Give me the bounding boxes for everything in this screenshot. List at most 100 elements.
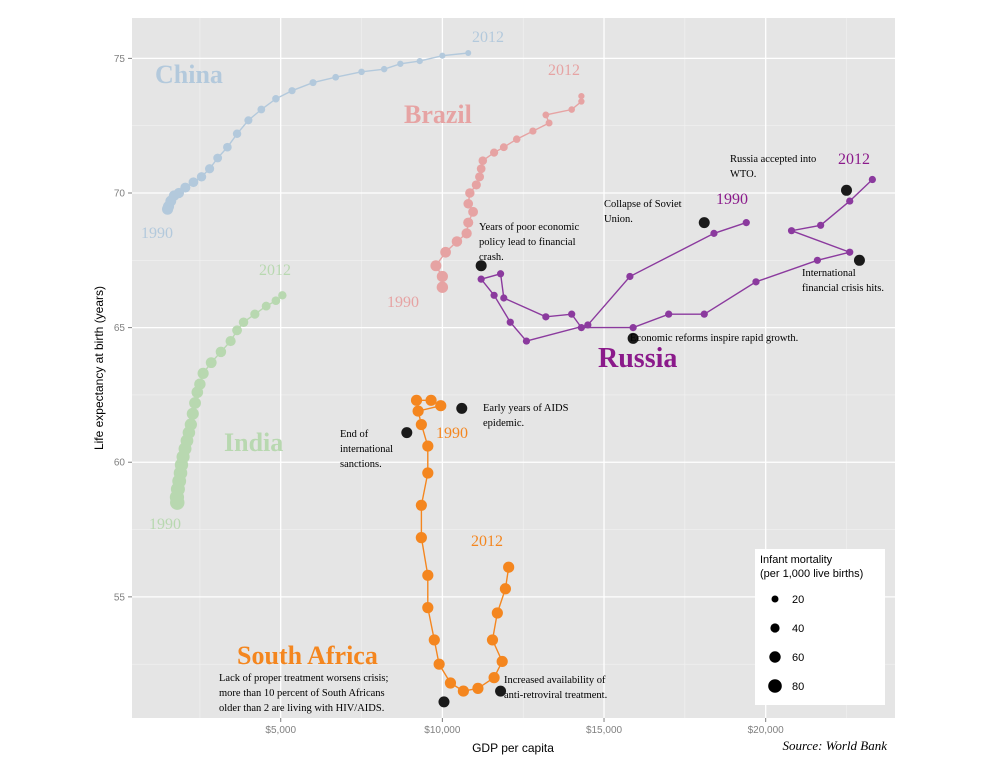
legend-key-40 — [770, 623, 780, 633]
point-brazil — [436, 270, 448, 283]
label-south-africa-2012: 2012 — [471, 533, 503, 550]
svg-text:anti-retroviral treatment.: anti-retroviral treatment. — [504, 690, 607, 701]
point-russia — [477, 275, 485, 283]
point-china — [213, 153, 223, 163]
point-russia — [577, 324, 586, 332]
point-russia — [584, 321, 592, 329]
point-russia — [490, 291, 498, 299]
svg-text:more than 10 percent of South: more than 10 percent of South Africans — [219, 688, 385, 699]
point-china — [397, 60, 404, 67]
point-russia — [700, 310, 708, 318]
legend-key-20 — [771, 595, 779, 603]
y-axis-ticks: 55 60 65 70 75 — [114, 54, 132, 603]
annotation-marker — [475, 260, 487, 272]
point-russia — [665, 310, 673, 318]
legend-label-20: 20 — [792, 594, 804, 606]
point-russia — [846, 197, 854, 205]
y-tick-label: 65 — [114, 323, 126, 334]
label-south-africa: South Africa — [237, 641, 378, 670]
point-south-africa — [503, 561, 515, 573]
series-points — [161, 49, 876, 697]
y-tick-label: 55 — [114, 592, 126, 603]
point-south-africa — [422, 467, 434, 479]
point-russia — [626, 272, 634, 281]
legend: Infant mortality (per 1,000 live births)… — [755, 549, 885, 705]
point-russia — [846, 248, 854, 256]
point-china — [232, 129, 242, 138]
legend-label-60: 60 — [792, 652, 804, 664]
label-brazil-1990: 1990 — [387, 294, 419, 311]
point-south-africa — [410, 394, 423, 406]
label-russia-2012: 2012 — [838, 151, 870, 168]
point-russia — [542, 313, 550, 321]
legend-entries: 20 40 60 80 — [768, 594, 804, 693]
y-tick-label: 75 — [114, 54, 126, 65]
annotation-end-sanctions: End of international sanctions. — [340, 429, 393, 470]
legend-title: Infant mortality — [760, 554, 833, 566]
svg-text:International: International — [802, 268, 856, 279]
point-russia — [710, 229, 718, 237]
point-india — [194, 378, 206, 390]
point-brazil — [436, 281, 449, 293]
point-china — [272, 95, 280, 103]
legend-subtitle: (per 1,000 live births) — [760, 568, 863, 580]
point-india — [225, 335, 236, 347]
label-india-1990: 1990 — [149, 516, 181, 533]
point-russia — [742, 219, 750, 227]
label-china: China — [155, 60, 223, 89]
point-russia — [752, 278, 760, 286]
point-south-africa — [435, 400, 447, 412]
point-russia — [496, 270, 505, 278]
point-south-africa — [433, 658, 445, 670]
annotation-marker — [853, 254, 865, 266]
point-russia — [500, 294, 508, 302]
point-brazil — [478, 156, 488, 165]
point-south-africa — [415, 499, 427, 511]
annotation-markers — [401, 184, 865, 708]
point-india — [189, 397, 201, 409]
svg-text:international: international — [340, 444, 393, 455]
svg-text:Years of poor economic: Years of poor economic — [479, 222, 579, 233]
point-south-africa — [415, 532, 427, 544]
point-china — [244, 116, 253, 125]
point-brazil — [512, 135, 521, 143]
x-tick-label: $10,000 — [424, 725, 461, 736]
svg-text:Lack of proper treatment worse: Lack of proper treatment worsens crisis; — [219, 673, 388, 684]
point-china — [358, 68, 365, 76]
point-russia — [813, 256, 822, 264]
point-china — [188, 177, 199, 188]
point-south-africa — [496, 655, 508, 668]
point-india — [232, 325, 243, 336]
point-south-africa — [486, 634, 499, 646]
point-india — [215, 346, 227, 358]
point-russia — [522, 337, 531, 345]
point-russia — [568, 310, 576, 318]
point-brazil — [476, 164, 486, 174]
point-india — [186, 407, 199, 420]
y-axis-title: Life expectancy at birth (years) — [92, 286, 106, 450]
point-brazil — [440, 246, 451, 258]
label-china-2012: 2012 — [472, 29, 504, 46]
svg-text:Russia accepted into: Russia accepted into — [730, 154, 816, 165]
point-brazil — [568, 106, 575, 113]
legend-label-40: 40 — [792, 623, 804, 635]
label-south-africa-1990: 1990 — [436, 425, 468, 442]
svg-text:policy lead to financial: policy lead to financial — [479, 237, 576, 248]
point-brazil — [578, 92, 585, 100]
annotation-marker — [438, 696, 450, 708]
point-south-africa — [491, 607, 503, 619]
major-gridlines — [132, 18, 895, 718]
annotation-marker — [841, 184, 853, 196]
point-china — [309, 79, 317, 87]
point-brazil — [471, 180, 481, 190]
svg-text:End of: End of — [340, 429, 369, 440]
svg-text:Collapse of Soviet: Collapse of Soviet — [604, 199, 682, 210]
point-brazil — [499, 143, 508, 152]
x-axis-ticks: $5,000 $10,000 $15,000 $20,000 — [265, 718, 784, 736]
x-tick-label: $20,000 — [748, 725, 785, 736]
annotation-marker — [456, 402, 468, 414]
point-russia — [868, 175, 876, 184]
point-south-africa — [425, 394, 437, 406]
svg-text:financial crisis hits.: financial crisis hits. — [802, 283, 884, 294]
